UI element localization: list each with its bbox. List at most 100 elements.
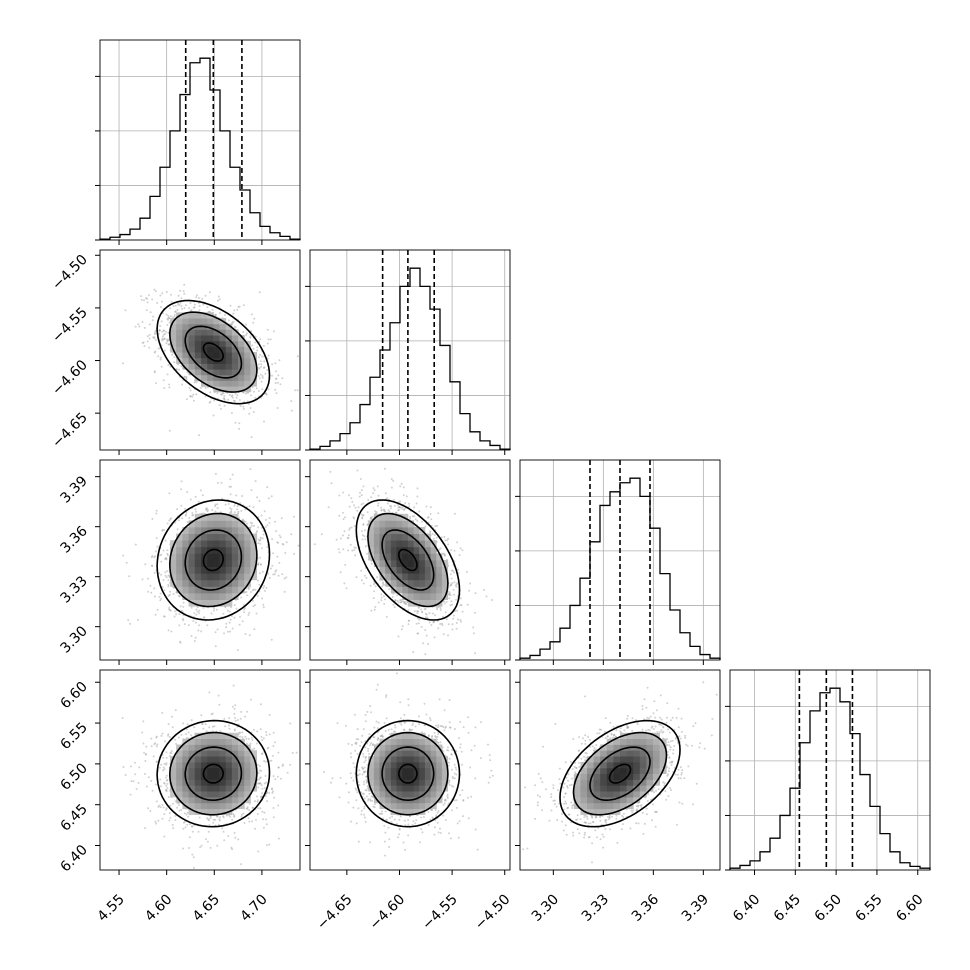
scatter-point	[230, 412, 233, 414]
density-cell	[182, 357, 189, 364]
scatter-point	[277, 374, 280, 377]
scatter-point	[195, 608, 198, 611]
scatter-point	[260, 365, 262, 368]
scatter-point	[231, 705, 234, 708]
scatter-point	[258, 583, 261, 586]
scatter-point	[246, 594, 249, 597]
scatter-point	[424, 653, 427, 656]
scatter-point	[448, 597, 451, 600]
scatter-point	[444, 611, 447, 614]
scatter-point	[154, 613, 157, 616]
scatter-point	[276, 555, 279, 558]
scatter-point	[398, 508, 401, 511]
scatter-point	[232, 320, 235, 323]
scatter-point	[185, 304, 187, 307]
scatter-point	[163, 337, 166, 340]
scatter-point	[161, 300, 163, 303]
scatter-point	[353, 549, 356, 551]
scatter-point	[366, 511, 369, 514]
scatter-point	[380, 509, 383, 512]
density-cell	[207, 363, 214, 370]
density-cell	[225, 346, 233, 353]
scatter-point	[168, 606, 171, 609]
scatter-point	[290, 400, 293, 403]
scatter-point	[367, 499, 370, 501]
density-cell	[231, 579, 239, 587]
density-cell	[182, 533, 189, 541]
scatter-point	[250, 591, 252, 593]
scatter-point	[417, 632, 420, 635]
scatter-point	[159, 592, 162, 595]
scatter-point	[218, 404, 221, 407]
scatter-point	[134, 543, 137, 546]
scatter-point	[442, 633, 445, 636]
scatter-point	[342, 548, 345, 551]
density-cell	[188, 346, 196, 353]
scatter-point	[447, 634, 449, 637]
scatter-point	[245, 334, 248, 336]
scatter-point	[259, 556, 262, 559]
scatter-point	[214, 314, 217, 316]
scatter-point	[189, 302, 192, 304]
density-cell	[407, 560, 414, 567]
scatter-point	[141, 321, 144, 323]
scatter-point	[198, 624, 201, 627]
scatter-point	[370, 496, 373, 499]
scatter-point	[271, 564, 274, 567]
density-cell	[385, 520, 392, 528]
density-cell	[207, 346, 214, 353]
scatter-point	[388, 510, 391, 513]
scatter-point	[181, 383, 184, 386]
scatter-point	[296, 355, 299, 358]
scatter-point	[172, 305, 175, 307]
scatter-point	[165, 330, 168, 333]
scatter-point	[154, 330, 157, 333]
panel-frame	[519, 459, 721, 661]
density-cell	[188, 566, 196, 574]
scatter-point	[416, 610, 419, 613]
scatter-point	[348, 527, 351, 530]
scatter-point	[163, 387, 166, 390]
scatter-point	[430, 518, 433, 521]
scatter-point	[246, 522, 249, 525]
density-cell	[225, 520, 233, 528]
scatter-point	[416, 495, 419, 498]
scatter-point	[284, 551, 287, 554]
scatter-point	[148, 294, 151, 297]
scatter-point	[122, 362, 124, 365]
y-tick-label: 3.33	[57, 573, 90, 606]
scatter-point	[233, 511, 236, 514]
density-cell	[176, 318, 183, 325]
scatter-point	[362, 502, 365, 505]
scatter-point	[169, 315, 172, 318]
scatter-point	[459, 619, 462, 621]
scatter-point	[206, 624, 209, 627]
scatter-point	[252, 506, 255, 509]
scatter-point	[230, 485, 232, 488]
scatter-point	[183, 307, 186, 310]
scatter-point	[399, 485, 402, 488]
scatter-point	[168, 429, 171, 432]
scatter-point	[165, 576, 168, 579]
scatter-point	[252, 588, 255, 591]
scatter-point	[377, 601, 380, 604]
scatter-point	[249, 468, 252, 471]
density-cell	[219, 520, 227, 528]
scatter-point	[181, 517, 184, 520]
scatter-point	[235, 396, 238, 399]
scatter-point	[194, 508, 197, 511]
scatter-point	[259, 373, 262, 376]
scatter-point	[452, 588, 455, 591]
scatter-point	[266, 524, 269, 527]
density-cell	[244, 533, 251, 541]
panel-background	[100, 40, 300, 240]
scatter-point	[227, 503, 230, 505]
scatter-point	[474, 652, 477, 655]
scatter-point	[179, 301, 182, 304]
scatter-point	[407, 623, 410, 626]
scatter-point	[235, 607, 238, 610]
scatter-point	[197, 297, 200, 299]
scatter-point	[347, 549, 350, 552]
scatter-point	[160, 560, 163, 563]
scatter-point	[297, 544, 300, 547]
